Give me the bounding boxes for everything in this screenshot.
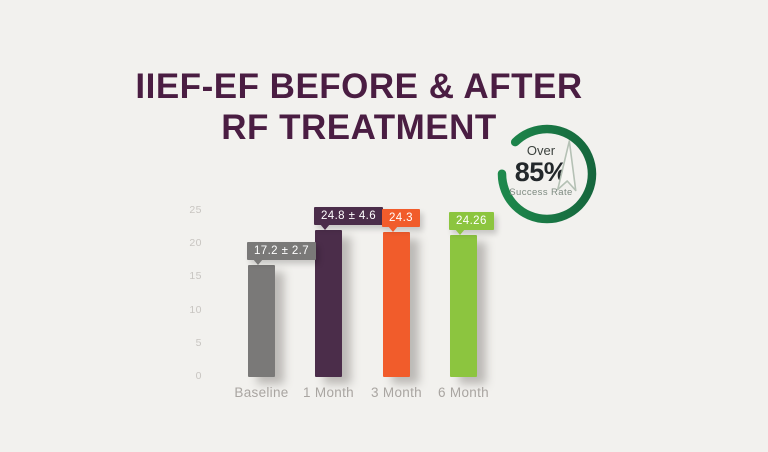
y-axis-tick-label: 5 [195, 336, 202, 349]
x-axis-label-3-month: 3 Month [371, 385, 422, 400]
y-axis-tick-label: 0 [195, 370, 202, 382]
success-rate-badge: Over 85% Success Rate [492, 121, 602, 227]
page-title-line1: IIEF-EF BEFORE & AFTER [135, 67, 583, 106]
growth-arrow-up-icon [556, 140, 577, 192]
bar-1-month [315, 230, 342, 377]
bar-3-month [383, 232, 410, 377]
success-rate-label: Success Rate [509, 187, 573, 198]
callout-pointer [253, 258, 263, 265]
bar-baseline [248, 264, 275, 377]
value-callout-6-month: 24.26 [449, 211, 494, 235]
progress-ring-icon [497, 124, 597, 224]
bar-6-month [450, 234, 477, 377]
callout-pointer [388, 226, 398, 233]
value-callout-1-month: 24.8 ± 4.6 [314, 207, 384, 231]
over-label: Over [526, 143, 556, 158]
page-title: IIEF-EF BEFORE & AFTER RF TREATMENT [0, 66, 718, 148]
x-axis-label-6-month: 6 Month [438, 385, 489, 400]
value-callout-3-month: 24.3 [382, 209, 420, 233]
page-title-line2: RF TREATMENT [221, 108, 497, 147]
x-axis-label-1-month: 1 Month [303, 385, 354, 400]
y-axis-tick-label: 25 [189, 204, 202, 216]
callout-pointer [320, 224, 330, 231]
y-axis-tick-label: 20 [189, 237, 202, 250]
y-axis-tick-label: 15 [189, 270, 202, 283]
x-axis-label-baseline: Baseline [234, 385, 289, 400]
value-callout-baseline: 17.2 ± 2.7 [247, 241, 317, 265]
callout-pointer [455, 228, 465, 235]
y-axis-tick-label: 10 [189, 303, 202, 316]
